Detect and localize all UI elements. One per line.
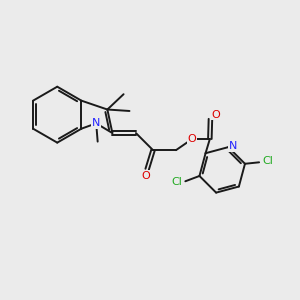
Text: O: O [188,134,197,144]
Text: N: N [229,141,237,151]
Text: O: O [212,110,220,119]
Text: O: O [141,171,150,181]
Text: Cl: Cl [262,156,273,167]
Text: Cl: Cl [172,177,182,188]
Text: N: N [92,118,100,128]
